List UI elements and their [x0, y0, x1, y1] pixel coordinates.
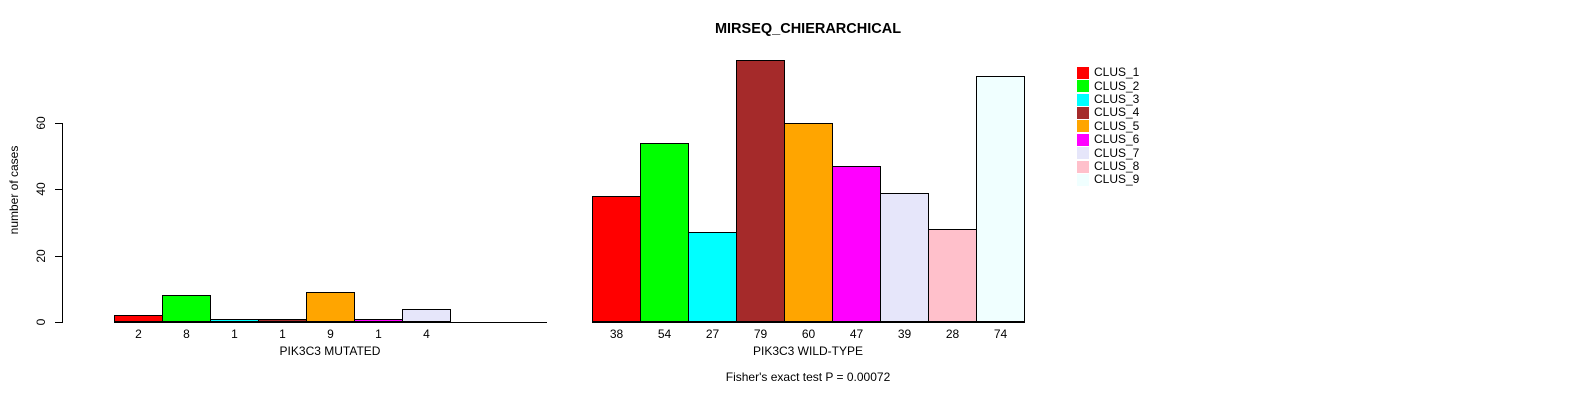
bar-clus_5 — [306, 292, 355, 322]
bar-clus_5 — [784, 123, 833, 322]
bar-value-label: 54 — [657, 327, 672, 341]
y-axis-label: number of cases — [7, 145, 21, 235]
bar-value-label: 8 — [183, 327, 190, 341]
bar-clus_2 — [162, 295, 211, 322]
x-axis-label-mutated: PIK3C3 MUTATED — [279, 344, 381, 358]
fisher-test-annotation: Fisher's exact test P = 0.00072 — [725, 370, 891, 384]
legend-label: CLUS_3 — [1094, 92, 1140, 106]
legend-item: CLUS_3 — [1077, 93, 1139, 106]
legend-label: CLUS_1 — [1094, 65, 1140, 80]
legend-label: CLUS_6 — [1094, 132, 1140, 147]
y-tick-label: 40 — [34, 182, 48, 196]
bar-value-label: 1 — [231, 327, 238, 341]
legend-swatch-clus_9 — [1077, 173, 1089, 186]
bar-value-label: 28 — [945, 327, 960, 341]
bar-clus_6 — [354, 319, 403, 322]
y-axis-tick — [55, 189, 62, 191]
bar-clus_7 — [402, 309, 451, 322]
bar-clus_4 — [258, 319, 307, 322]
bar-clus_6 — [832, 166, 881, 322]
y-axis-tick — [55, 122, 62, 124]
bar-value-label: 27 — [705, 327, 720, 341]
bar-value-label: 2 — [135, 327, 142, 341]
legend-item: CLUS_1 — [1077, 66, 1139, 79]
legend-item: CLUS_5 — [1077, 118, 1140, 133]
bar-value-label: 1 — [375, 327, 382, 341]
legend-swatch-clus_7 — [1077, 147, 1089, 160]
legend-item: CLUS_6 — [1077, 133, 1139, 146]
bar-value-label: 60 — [801, 327, 816, 341]
bar-value-label: 9 — [327, 327, 334, 341]
legend-swatch-clus_3 — [1077, 93, 1089, 106]
bar-clus_4 — [736, 60, 785, 322]
chart-title: MIRSEQ_CHIERARCHICAL — [714, 21, 902, 37]
legend-label: CLUS_5 — [1094, 118, 1140, 133]
bar-clus_3 — [210, 319, 259, 322]
bar-clus_2 — [640, 143, 689, 322]
legend-swatch-clus_8 — [1077, 160, 1089, 173]
y-axis-line — [62, 122, 63, 323]
y-tick-label: 0 — [34, 318, 48, 326]
bar-clus_1 — [114, 315, 163, 322]
legend-item: CLUS_8 — [1077, 160, 1139, 173]
bar-clus_9 — [976, 76, 1025, 322]
y-axis-tick — [55, 255, 62, 257]
bar-value-label: 1 — [279, 327, 286, 341]
bar-value-label: 38 — [609, 327, 624, 341]
y-axis-tick — [55, 322, 62, 323]
bar-clus_3 — [688, 232, 737, 322]
legend-label: CLUS_4 — [1094, 105, 1140, 120]
x-baseline — [114, 322, 547, 323]
legend-item: CLUS_4 — [1077, 106, 1139, 119]
legend-swatch-clus_5 — [1077, 120, 1089, 133]
legend-swatch-clus_2 — [1077, 80, 1089, 93]
bar-value-label: 39 — [897, 327, 912, 341]
bar-clus_1 — [592, 196, 641, 322]
bar-value-label: 79 — [753, 327, 768, 341]
legend-label: CLUS_8 — [1094, 159, 1140, 173]
legend-label: CLUS_7 — [1094, 145, 1140, 160]
legend-item: CLUS_9 — [1077, 173, 1139, 186]
legend-swatch-clus_6 — [1077, 133, 1089, 146]
x-baseline — [592, 322, 1025, 323]
y-tick-label: 20 — [34, 248, 48, 263]
legend-swatch-clus_4 — [1077, 106, 1089, 119]
legend-label: CLUS_2 — [1094, 78, 1140, 93]
legend-item: CLUS_2 — [1077, 78, 1140, 93]
legend-label: CLUS_9 — [1094, 172, 1140, 187]
y-tick-label: 60 — [34, 116, 48, 130]
bar-clus_8 — [928, 229, 977, 322]
legend-swatch-clus_1 — [1077, 66, 1089, 79]
bar-value-label: 4 — [423, 327, 430, 341]
bar-clus_7 — [880, 193, 929, 322]
bar-value-label: 47 — [849, 327, 864, 341]
bar-value-label: 74 — [993, 327, 1008, 341]
legend-item: CLUS_7 — [1077, 145, 1140, 160]
x-axis-label-wild-type: PIK3C3 WILD-TYPE — [752, 344, 864, 358]
